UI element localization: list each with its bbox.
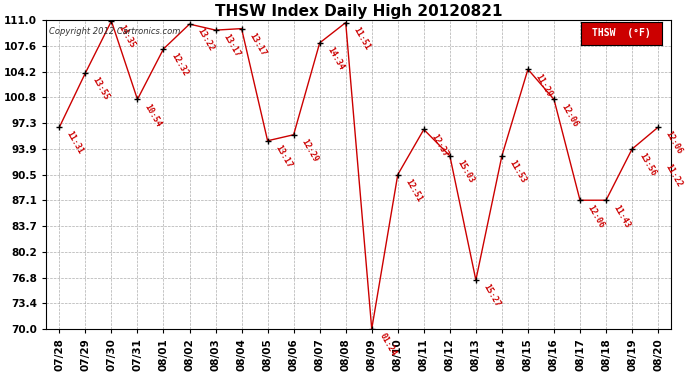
Text: 14:35: 14:35 xyxy=(117,24,137,50)
Text: 13:56: 13:56 xyxy=(638,152,658,178)
Text: 15:27: 15:27 xyxy=(482,283,502,309)
Text: 13:22: 13:22 xyxy=(195,27,215,53)
Title: THSW Index Daily High 20120821: THSW Index Daily High 20120821 xyxy=(215,4,502,19)
Text: 11:31: 11:31 xyxy=(65,130,85,156)
Text: 11:51: 11:51 xyxy=(351,26,371,51)
Text: 15:03: 15:03 xyxy=(455,159,475,185)
Text: 12:29: 12:29 xyxy=(299,138,319,164)
Text: 11:53: 11:53 xyxy=(507,159,528,185)
Text: 13:17: 13:17 xyxy=(247,32,268,57)
Text: 12:06: 12:06 xyxy=(586,203,606,229)
Text: Copyright 2012 Cartronics.com: Copyright 2012 Cartronics.com xyxy=(50,27,181,36)
Text: 12:51: 12:51 xyxy=(404,177,424,204)
Text: 10:54: 10:54 xyxy=(143,102,164,128)
Text: 14:34: 14:34 xyxy=(325,46,346,72)
Text: 13:17: 13:17 xyxy=(273,144,293,170)
Text: 01:24: 01:24 xyxy=(377,332,397,358)
Text: 13:17: 13:17 xyxy=(221,33,242,59)
Text: 12:32: 12:32 xyxy=(169,52,189,78)
Text: 13:55: 13:55 xyxy=(91,76,111,102)
Text: 12:06: 12:06 xyxy=(664,130,684,156)
Text: 12:37: 12:37 xyxy=(429,132,450,158)
Text: 12:06: 12:06 xyxy=(560,102,580,128)
Text: 11:29: 11:29 xyxy=(533,72,554,98)
Text: 11:22: 11:22 xyxy=(664,162,684,189)
Text: 11:43: 11:43 xyxy=(611,203,632,229)
